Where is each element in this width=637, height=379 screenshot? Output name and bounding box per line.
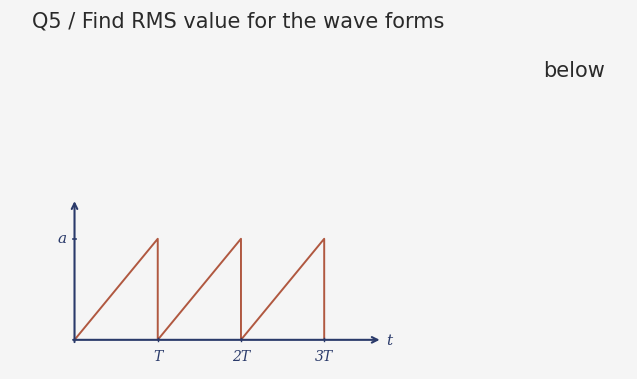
Text: Q5 / Find RMS value for the wave forms: Q5 / Find RMS value for the wave forms bbox=[32, 11, 444, 31]
Text: T: T bbox=[153, 350, 162, 364]
Text: t: t bbox=[386, 334, 392, 348]
Text: 3T: 3T bbox=[315, 350, 333, 364]
Text: below: below bbox=[543, 61, 605, 81]
Text: 2T: 2T bbox=[232, 350, 250, 364]
Text: a: a bbox=[57, 232, 66, 246]
